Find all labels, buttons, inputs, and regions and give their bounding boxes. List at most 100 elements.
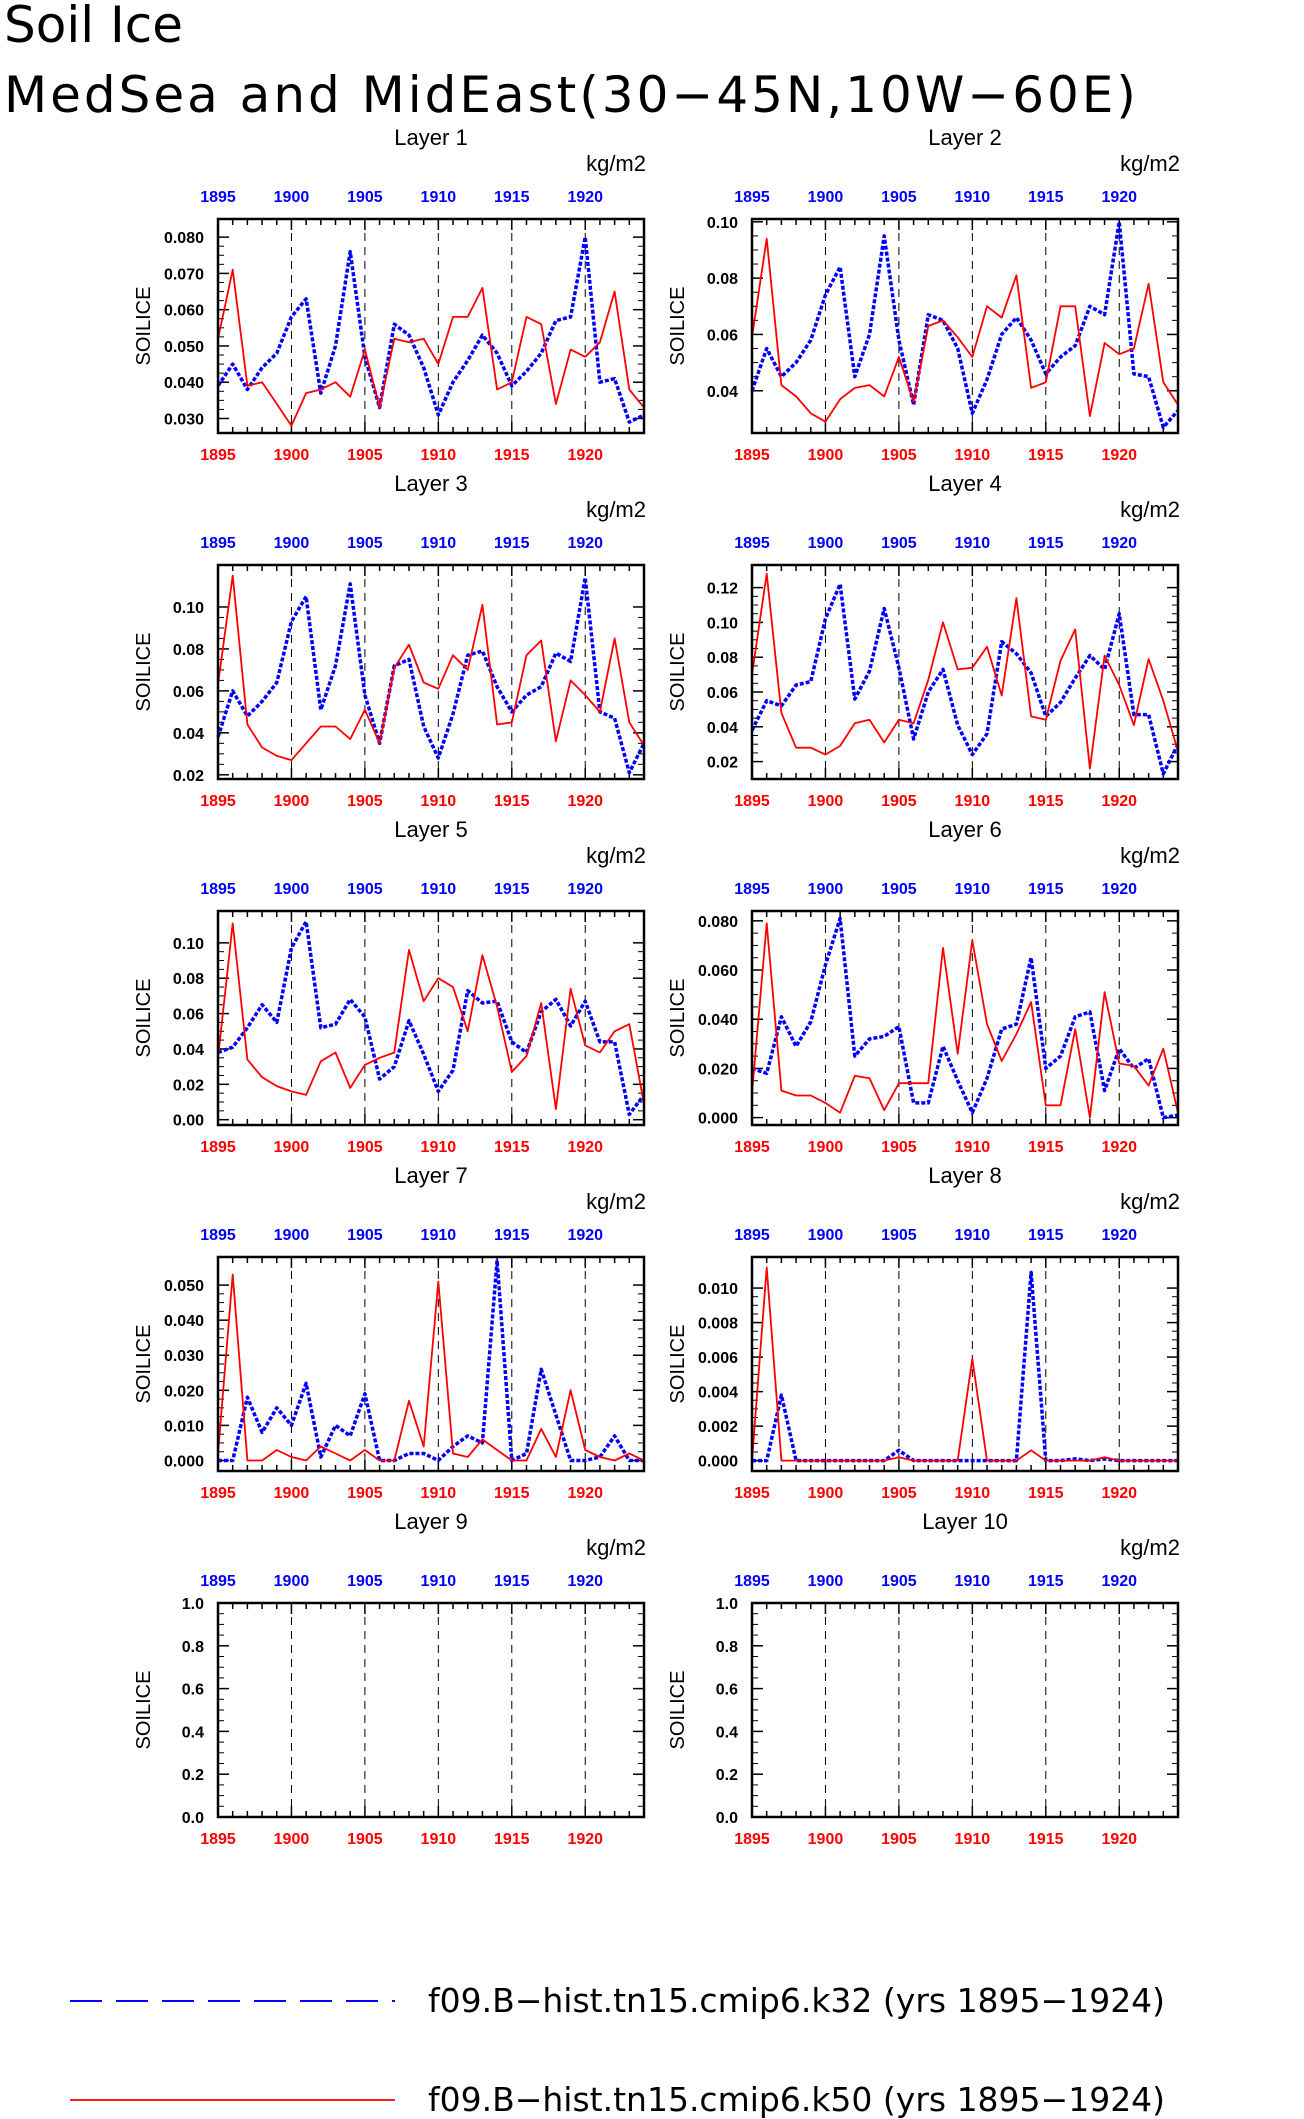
x-tick-label-bottom: 1915 (1028, 447, 1064, 464)
x-tick-label-bottom: 1900 (274, 793, 310, 810)
x-tick-label-bottom: 1895 (734, 793, 770, 810)
x-tick-label-bottom: 1920 (567, 1485, 603, 1502)
units-label: kg/m2 (586, 151, 646, 176)
y-tick-label: 0.10 (173, 600, 204, 617)
y-axis-label: SOILICE (133, 287, 155, 366)
series-line-k50 (217, 1273, 645, 1462)
x-tick-label-bottom: 1905 (347, 1485, 383, 1502)
x-tick-label-bottom: 1900 (808, 793, 844, 810)
chart-panel-3: Layer 3 kg/m2 SOILICE 1895 1895 1900 1900 1905 1… (133, 471, 646, 810)
y-tick-label: 0.050 (164, 1278, 204, 1295)
x-tick-label-bottom: 1920 (1101, 1831, 1137, 1848)
chart-panel-8: Layer 8 kg/m2 SOILICE 1895 1895 1900 1900 1905 1… (667, 1163, 1180, 1502)
x-tick-label-bottom: 1905 (881, 1831, 917, 1848)
y-tick-label: 0.6 (716, 1682, 738, 1699)
x-tick-label-top: 1900 (808, 189, 844, 206)
x-tick-label-bottom: 1920 (567, 447, 603, 464)
units-label: kg/m2 (586, 497, 646, 522)
y-tick-label: 0.060 (164, 303, 204, 320)
series-line-k50 (751, 237, 1179, 423)
x-tick-label-top: 1900 (808, 881, 844, 898)
x-tick-label-bottom: 1915 (1028, 1831, 1064, 1848)
y-tick-label: 0.004 (698, 1385, 738, 1402)
y-axis-label: SOILICE (667, 633, 689, 712)
x-tick-label-top: 1905 (347, 1227, 383, 1244)
y-tick-label: 0.06 (707, 685, 738, 702)
x-tick-label-bottom: 1920 (567, 1139, 603, 1156)
x-tick-label-bottom: 1900 (808, 1831, 844, 1848)
units-label: kg/m2 (586, 1535, 646, 1560)
x-tick-label-top: 1915 (1028, 881, 1064, 898)
x-tick-label-bottom: 1900 (808, 1139, 844, 1156)
y-tick-label: 0.04 (173, 1042, 204, 1059)
plot-frame (750, 909, 1180, 1127)
x-tick-label-top: 1895 (734, 189, 770, 206)
x-tick-label-bottom: 1905 (881, 1139, 917, 1156)
y-tick-label: 0.000 (698, 1454, 738, 1471)
x-tick-label-bottom: 1915 (494, 1139, 530, 1156)
plot-frame (750, 563, 1180, 781)
x-tick-label-top: 1910 (421, 881, 457, 898)
x-tick-label-top: 1915 (494, 535, 530, 552)
x-tick-label-bottom: 1900 (274, 447, 310, 464)
x-tick-label-top: 1915 (1028, 1573, 1064, 1590)
x-tick-label-bottom: 1920 (567, 1831, 603, 1848)
plot-frame (216, 1601, 646, 1819)
series-line-k50 (217, 268, 645, 427)
x-tick-label-top: 1905 (881, 535, 917, 552)
y-axis-label: SOILICE (667, 979, 689, 1058)
units-label: kg/m2 (1120, 843, 1180, 868)
x-tick-label-top: 1900 (274, 535, 310, 552)
x-tick-label-top: 1915 (1028, 1227, 1064, 1244)
x-tick-label-top: 1900 (274, 881, 310, 898)
x-tick-label-top: 1900 (274, 1573, 310, 1590)
y-axis-label: SOILICE (667, 1325, 689, 1404)
y-tick-label: 0.050 (164, 339, 204, 356)
series-line-k32 (751, 916, 1179, 1120)
panel-title: Layer 6 (928, 817, 1001, 842)
x-tick-label-top: 1900 (808, 535, 844, 552)
series-line-k32 (216, 575, 646, 775)
series-line-k32 (752, 1270, 1178, 1463)
y-tick-label: 0.008 (698, 1316, 738, 1333)
plot-frame (750, 217, 1180, 435)
x-tick-label-bottom: 1910 (421, 793, 457, 810)
y-tick-label: 0.02 (173, 768, 204, 785)
y-tick-label: 0.2 (182, 1767, 204, 1784)
plot-frame (216, 217, 646, 435)
x-tick-label-top: 1905 (881, 1573, 917, 1590)
y-tick-label: 0.4 (182, 1724, 204, 1741)
plot-frame (750, 1255, 1180, 1473)
x-tick-label-bottom: 1905 (881, 1485, 917, 1502)
x-tick-label-top: 1895 (734, 535, 770, 552)
panel-title: Layer 3 (394, 471, 467, 496)
x-tick-label-top: 1915 (494, 881, 530, 898)
x-tick-label-bottom: 1895 (200, 1485, 236, 1502)
x-tick-label-bottom: 1910 (955, 1139, 991, 1156)
y-tick-label: 0.02 (707, 755, 738, 772)
panel-title: Layer 1 (394, 125, 467, 150)
x-tick-label-top: 1905 (881, 1227, 917, 1244)
x-tick-label-bottom: 1915 (494, 447, 530, 464)
x-tick-label-top: 1910 (955, 1573, 991, 1590)
x-tick-label-bottom: 1895 (200, 793, 236, 810)
x-tick-label-top: 1910 (421, 1573, 457, 1590)
series-line-k32 (750, 582, 1180, 776)
series-line-k50 (217, 574, 645, 761)
x-tick-label-top: 1895 (734, 1573, 770, 1590)
page-subtitle: MedSea and MidEast(30−45N,10W−60E) (4, 66, 1139, 124)
units-label: kg/m2 (586, 843, 646, 868)
x-tick-label-bottom: 1915 (1028, 1485, 1064, 1502)
y-tick-label: 0.10 (707, 215, 738, 232)
y-tick-label: 0.000 (698, 1111, 738, 1128)
series-line-k50 (217, 922, 645, 1110)
x-tick-label-bottom: 1895 (200, 447, 236, 464)
panel-title: Layer 9 (394, 1509, 467, 1534)
x-tick-label-bottom: 1895 (200, 1139, 236, 1156)
y-tick-label: 0.030 (164, 411, 204, 428)
y-tick-label: 0.030 (164, 1348, 204, 1365)
x-tick-label-top: 1915 (494, 189, 530, 206)
x-tick-label-bottom: 1910 (421, 1485, 457, 1502)
page-title: Soil Ice (4, 0, 183, 54)
y-tick-label: 0.4 (716, 1724, 738, 1741)
